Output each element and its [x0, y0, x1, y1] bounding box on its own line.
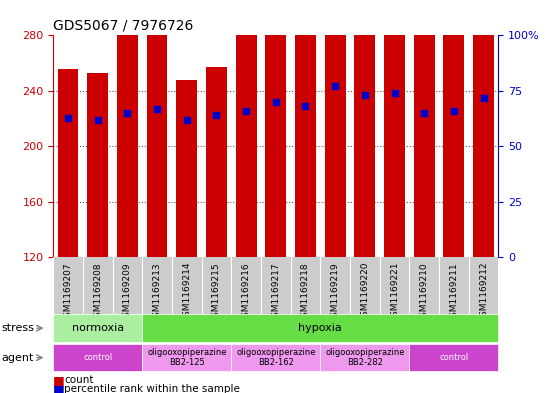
Point: [183, 117, 192, 123]
Bar: [206, 67, 227, 257]
Text: GSM1169213: GSM1169213: [152, 262, 162, 323]
Text: count: count: [64, 375, 94, 386]
Text: ■: ■: [53, 382, 65, 393]
Bar: [384, 0, 405, 257]
Text: GSM1169219: GSM1169219: [330, 262, 340, 323]
Text: control: control: [83, 353, 113, 362]
Text: GSM1169215: GSM1169215: [212, 262, 221, 323]
Bar: [176, 80, 197, 257]
Text: GSM1169207: GSM1169207: [63, 262, 73, 323]
Text: agent: agent: [2, 353, 34, 363]
Bar: [354, 0, 375, 257]
Point: [123, 110, 132, 116]
Text: GSM1169209: GSM1169209: [123, 262, 132, 323]
Bar: [58, 69, 78, 257]
Point: [64, 114, 73, 121]
Bar: [414, 28, 435, 257]
Point: [93, 117, 102, 123]
Bar: [444, 26, 464, 257]
Text: normoxia: normoxia: [72, 323, 124, 333]
Text: GSM1169214: GSM1169214: [182, 262, 192, 323]
Text: GSM1169216: GSM1169216: [241, 262, 251, 323]
Bar: [295, 26, 316, 257]
Text: oligooxopiperazine
BB2-162: oligooxopiperazine BB2-162: [236, 348, 315, 367]
Point: [479, 94, 488, 101]
Point: [450, 108, 459, 114]
Point: [212, 112, 221, 118]
Text: ■: ■: [53, 374, 65, 387]
Text: GSM1169210: GSM1169210: [419, 262, 429, 323]
Bar: [325, 0, 346, 257]
Bar: [117, 35, 138, 257]
Point: [301, 103, 310, 110]
Text: stress: stress: [2, 323, 35, 333]
Text: GSM1169221: GSM1169221: [390, 262, 399, 323]
Text: GDS5067 / 7976726: GDS5067 / 7976726: [53, 19, 194, 33]
Text: GSM1169211: GSM1169211: [449, 262, 459, 323]
Text: GSM1169208: GSM1169208: [93, 262, 102, 323]
Point: [390, 90, 399, 96]
Point: [242, 108, 251, 114]
Bar: [87, 73, 108, 257]
Point: [271, 99, 280, 105]
Text: GSM1169220: GSM1169220: [360, 262, 370, 323]
Bar: [147, 26, 167, 257]
Text: oligooxopiperazine
BB2-125: oligooxopiperazine BB2-125: [147, 348, 226, 367]
Text: GSM1169217: GSM1169217: [271, 262, 281, 323]
Text: percentile rank within the sample: percentile rank within the sample: [64, 384, 240, 393]
Text: oligooxopiperazine
BB2-282: oligooxopiperazine BB2-282: [325, 348, 404, 367]
Text: GSM1169212: GSM1169212: [479, 262, 488, 323]
Point: [361, 92, 370, 99]
Text: hypoxia: hypoxia: [298, 323, 342, 333]
Text: GSM1169218: GSM1169218: [301, 262, 310, 323]
Bar: [473, 0, 494, 257]
Text: control: control: [439, 353, 469, 362]
Bar: [236, 35, 256, 257]
Point: [330, 83, 339, 90]
Point: [420, 110, 429, 116]
Bar: [265, 15, 286, 257]
Point: [152, 105, 162, 112]
